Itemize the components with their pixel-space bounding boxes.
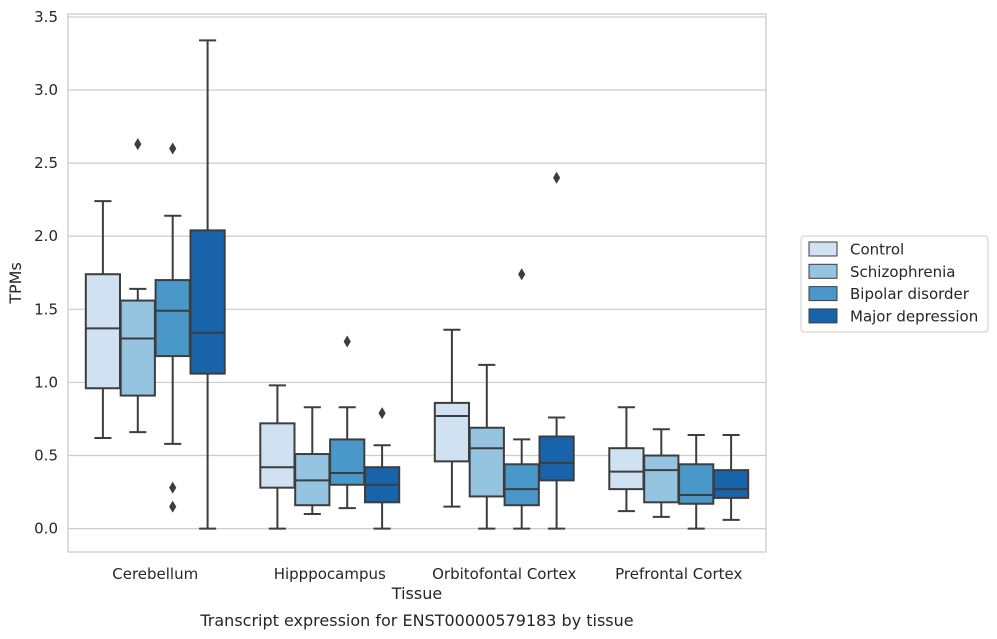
outlier-point — [343, 335, 351, 348]
box-control — [84, 200, 122, 439]
box-bipolar-disorder — [503, 268, 540, 530]
outlier-point — [169, 142, 177, 155]
y-tick-label: 1.0 — [34, 373, 58, 391]
outlier-point — [134, 138, 142, 151]
legend-swatch — [808, 263, 838, 279]
box-iqr — [712, 469, 750, 499]
legend-label: Major depression — [850, 307, 978, 325]
box-schizophrenia — [468, 363, 505, 530]
box-iqr — [503, 463, 540, 507]
y-tick-label: 0.5 — [34, 447, 58, 465]
box-plots — [84, 39, 750, 530]
box-iqr — [643, 454, 680, 504]
y-tick-label: 2.5 — [34, 154, 58, 172]
box-iqr — [329, 438, 366, 486]
box-iqr — [608, 447, 645, 491]
x-tick-label: Orbitofontal Cortex — [432, 565, 576, 583]
box-major-depression — [363, 407, 401, 530]
x-axis-label: Tissue — [391, 584, 442, 603]
box-iqr — [678, 463, 715, 505]
x-tick-label: Cerebellum — [112, 565, 198, 583]
legend-frame — [800, 235, 989, 333]
outlier-point — [378, 407, 386, 420]
box-schizophrenia — [119, 138, 156, 434]
box-bipolar-disorder — [329, 335, 366, 510]
box-iqr — [538, 435, 575, 482]
box-major-depression — [712, 434, 750, 521]
y-tick-labels: 0.0 0.5 1.0 1.5 2.0 2.5 3.0 3.5 — [34, 8, 58, 538]
box-control — [259, 384, 296, 530]
box-iqr — [189, 229, 226, 375]
legend-label: Schizophrenia — [850, 263, 955, 281]
legend-swatch — [808, 308, 838, 324]
x-tick-labels: Cerebellum Hipppocampus Orbitofontal Corte… — [112, 565, 742, 583]
box-major-depression — [538, 171, 575, 530]
legend-swatch — [808, 241, 838, 257]
box-iqr — [433, 401, 471, 463]
outlier-point — [169, 481, 177, 494]
outlier-point — [169, 500, 177, 513]
legend-label: Bipolar disorder — [850, 285, 970, 303]
y-tick-label: 2.0 — [34, 227, 58, 245]
box-iqr — [154, 279, 191, 358]
box-control — [608, 406, 645, 513]
box-schizophrenia — [643, 428, 680, 518]
x-tick-label: Hipppocampus — [274, 565, 386, 583]
outlier-point — [518, 268, 526, 281]
box-control — [433, 328, 471, 508]
y-axis-label: TPMs — [6, 262, 25, 305]
box-major-depression — [189, 39, 226, 530]
y-tick-label: 3.5 — [34, 8, 58, 26]
y-tick-label: 1.5 — [34, 300, 58, 318]
y-tick-label: 3.0 — [34, 81, 58, 99]
box-iqr — [468, 426, 505, 498]
box-iqr — [119, 299, 156, 397]
chart-caption: Transcript expression for ENST0000057918… — [199, 611, 633, 630]
y-tick-label: 0.0 — [34, 520, 58, 538]
outlier-point — [553, 171, 561, 184]
box-bipolar-disorder — [678, 434, 715, 530]
box-iqr — [259, 422, 296, 489]
legend-label: Control — [850, 241, 904, 259]
box-iqr — [84, 273, 122, 390]
legend-swatch — [808, 286, 838, 302]
x-tick-label: Prefrontal Cortex — [615, 565, 742, 583]
legend: Control Schizophrenia Bipolar disorder Majo… — [800, 235, 989, 333]
